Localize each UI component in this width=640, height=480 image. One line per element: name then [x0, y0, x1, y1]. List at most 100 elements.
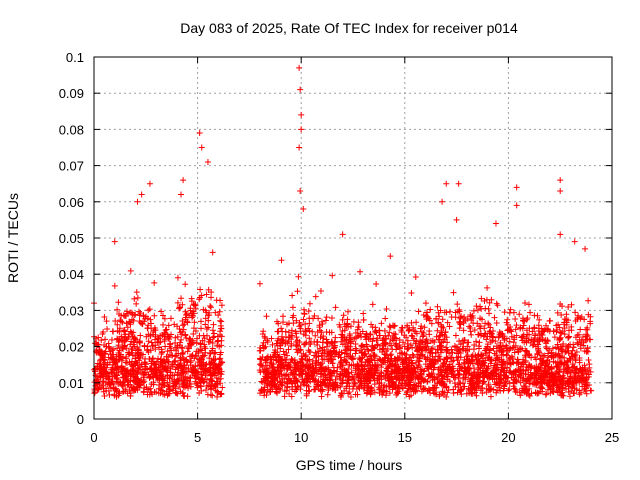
data-point — [531, 325, 538, 332]
data-point — [423, 309, 430, 316]
x-tick-label: 15 — [398, 430, 412, 445]
data-point — [329, 360, 336, 367]
data-point — [561, 331, 568, 338]
data-point — [458, 386, 465, 393]
data-point — [308, 372, 315, 379]
data-point — [132, 361, 139, 368]
data-point — [177, 363, 184, 370]
data-point — [317, 287, 324, 294]
x-tick-label: 25 — [605, 430, 619, 445]
data-point — [404, 337, 411, 344]
data-point — [107, 384, 114, 391]
data-point — [556, 368, 563, 375]
data-point — [517, 345, 524, 352]
data-point — [568, 351, 575, 358]
data-point — [275, 335, 282, 342]
data-point — [153, 365, 160, 372]
data-point — [190, 330, 197, 337]
data-point — [374, 372, 381, 379]
x-axis-label: GPS time / hours — [296, 457, 403, 473]
data-point — [556, 337, 563, 344]
data-point — [190, 308, 197, 315]
data-point — [326, 371, 333, 378]
data-point — [178, 191, 185, 198]
data-point — [448, 370, 455, 377]
data-point — [426, 317, 433, 324]
data-point — [267, 359, 274, 366]
data-point — [386, 390, 393, 397]
data-point — [179, 318, 186, 325]
data-point — [535, 390, 542, 397]
data-point — [317, 371, 324, 378]
data-point — [165, 322, 172, 329]
data-point — [482, 350, 489, 357]
data-point — [277, 345, 284, 352]
data-point — [393, 340, 400, 347]
y-tick-label: 0.1 — [66, 50, 84, 65]
data-point — [198, 318, 205, 325]
data-point — [218, 318, 225, 325]
data-point — [394, 366, 401, 373]
data-point — [99, 350, 106, 357]
data-point — [110, 346, 117, 353]
data-point — [457, 354, 464, 361]
data-point — [486, 310, 493, 317]
data-point — [300, 350, 307, 357]
data-point — [116, 310, 123, 317]
data-point — [131, 312, 138, 319]
data-point — [379, 345, 386, 352]
data-point — [497, 339, 504, 346]
data-point — [473, 359, 480, 366]
data-point — [434, 327, 441, 334]
data-point — [260, 339, 267, 346]
data-point — [291, 357, 298, 364]
data-point — [218, 337, 225, 344]
data-point — [198, 370, 205, 377]
data-point — [473, 338, 480, 345]
data-point — [150, 329, 157, 336]
data-point — [179, 389, 186, 396]
data-point — [294, 378, 301, 385]
data-point — [521, 318, 528, 325]
data-point — [297, 386, 304, 393]
data-point — [512, 368, 519, 375]
data-point — [160, 321, 167, 328]
data-point — [347, 340, 354, 347]
data-point — [174, 299, 181, 306]
data-point — [360, 310, 367, 317]
data-point — [133, 289, 140, 296]
data-point — [267, 353, 274, 360]
data-point — [218, 390, 225, 397]
data-point — [529, 372, 536, 379]
data-point — [175, 369, 182, 376]
data-point — [457, 387, 464, 394]
data-point — [553, 363, 560, 370]
data-point — [284, 380, 291, 387]
data-point — [584, 326, 591, 333]
data-point — [530, 341, 537, 348]
data-point — [370, 374, 377, 381]
data-point — [490, 345, 497, 352]
data-point — [507, 345, 514, 352]
data-point — [209, 339, 216, 346]
data-point — [413, 319, 420, 326]
data-point — [297, 372, 304, 379]
data-point — [118, 333, 125, 340]
data-point — [102, 336, 109, 343]
data-point — [498, 376, 505, 383]
data-point — [113, 371, 120, 378]
data-point — [351, 373, 358, 380]
data-point — [388, 342, 395, 349]
data-point — [273, 386, 280, 393]
data-point — [214, 388, 221, 395]
data-point — [368, 387, 375, 394]
data-point — [381, 354, 388, 361]
data-point — [408, 319, 415, 326]
data-point — [305, 325, 312, 332]
y-tick-label: 0.05 — [59, 231, 84, 246]
data-point — [125, 334, 132, 341]
data-point — [263, 356, 270, 363]
data-point — [176, 304, 183, 311]
data-point — [513, 322, 520, 329]
